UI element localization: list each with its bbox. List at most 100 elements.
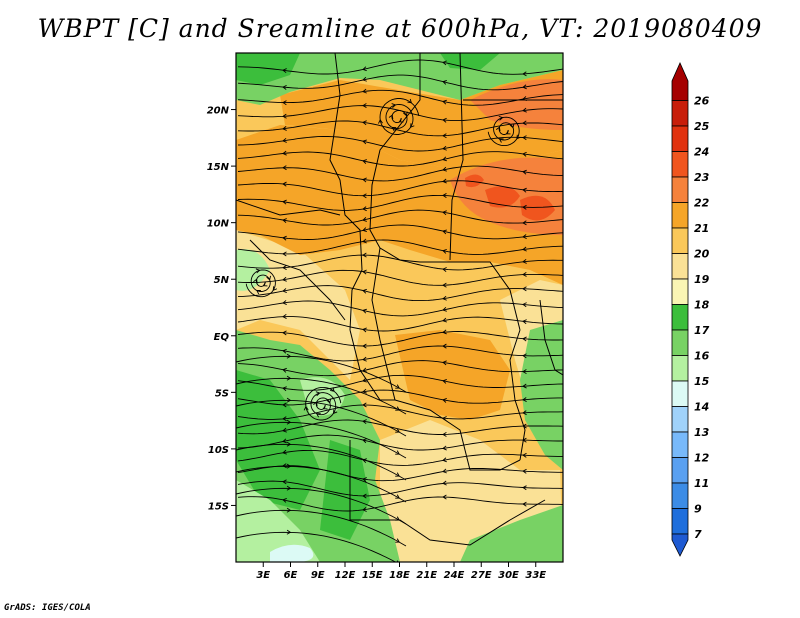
streamline bbox=[236, 443, 407, 481]
streamline-arrow bbox=[442, 145, 447, 151]
streamline bbox=[237, 89, 563, 106]
streamline-arrow bbox=[395, 428, 400, 433]
colorbar-swatch bbox=[671, 227, 689, 254]
streamline-arrow bbox=[442, 117, 447, 123]
streamline-arrow bbox=[442, 178, 447, 184]
wbpt-fill-warm-south bbox=[395, 330, 510, 420]
streamline-arrow bbox=[286, 441, 292, 447]
wbpt-fill-darkgreen-3 bbox=[236, 53, 300, 85]
streamline-arrow bbox=[286, 529, 292, 535]
streamline-arrow bbox=[442, 307, 447, 312]
wbpt-fill-hotter-3 bbox=[465, 174, 484, 188]
colorbar-label: 17 bbox=[694, 324, 710, 337]
streamline-arrow bbox=[282, 126, 287, 131]
streamline-arrow bbox=[282, 276, 287, 282]
lat-tick-label: 15N bbox=[207, 162, 230, 173]
streamline-arrow bbox=[282, 479, 287, 485]
streamline-arrow bbox=[286, 463, 292, 469]
lat-tick-label: 10N bbox=[207, 219, 230, 230]
streamline bbox=[237, 404, 563, 420]
colorbar-swatch bbox=[671, 329, 689, 356]
streamline bbox=[237, 269, 563, 286]
streamline-arrow bbox=[522, 220, 527, 226]
streamline-arrow bbox=[522, 336, 527, 342]
streamline-arrow bbox=[442, 156, 447, 162]
streamline-arrow bbox=[286, 353, 292, 359]
streamline-arrow bbox=[362, 120, 367, 126]
streamline-arrow bbox=[362, 217, 367, 222]
latitude-axis: 20N 15N 10N 5N EQ 5S 10S 15S bbox=[207, 106, 236, 512]
colorbar-label: 23 bbox=[694, 171, 710, 184]
wbpt-fill-green-east bbox=[520, 320, 563, 470]
streamline-arrow bbox=[362, 238, 367, 244]
streamline-arrow bbox=[282, 165, 287, 171]
streamline-arrow bbox=[362, 402, 367, 408]
streamline-arrow bbox=[362, 159, 367, 164]
lon-tick-label: 21E bbox=[416, 570, 437, 581]
streamline-arrow bbox=[326, 398, 332, 404]
streamline-arrow bbox=[442, 99, 447, 105]
streamline-arrow bbox=[391, 126, 397, 132]
lon-tick-label: 9E bbox=[311, 570, 325, 581]
lon-tick-label: 6E bbox=[284, 570, 298, 581]
streamline-arrow bbox=[522, 410, 527, 416]
streamline-arrow bbox=[315, 391, 321, 397]
streamline-arrow bbox=[266, 275, 272, 281]
streamline-arrow bbox=[286, 485, 292, 491]
streamline-arrow bbox=[282, 497, 287, 503]
map-plot-area bbox=[236, 53, 563, 562]
streamline-arrow bbox=[442, 133, 447, 139]
wbpt-fill-hotter-2 bbox=[520, 195, 555, 221]
streamline bbox=[236, 355, 407, 393]
streamline-arrow bbox=[407, 98, 412, 104]
streamline-arrow bbox=[362, 288, 367, 294]
streamline bbox=[236, 531, 397, 562]
streamline-arrow bbox=[522, 286, 527, 292]
chart-title: WBPT [C] and Sreamline at 600hPa, VT: 20… bbox=[37, 14, 763, 43]
streamline-arrow bbox=[388, 114, 394, 120]
streamline-arrow bbox=[362, 438, 367, 444]
streamline bbox=[237, 419, 563, 435]
lon-tick-label: 33E bbox=[525, 570, 546, 581]
streamline-arrow bbox=[442, 229, 447, 235]
streamline-arrow bbox=[522, 485, 527, 491]
streamline-arrow bbox=[442, 343, 447, 349]
streamline-arrow bbox=[395, 538, 400, 543]
streamline-arrow bbox=[362, 308, 367, 314]
streamline-arrow bbox=[522, 319, 527, 325]
wbpt-fill-darkgreen-4 bbox=[440, 53, 500, 70]
colorbar-label: 16 bbox=[694, 350, 710, 363]
streamline-arrow bbox=[522, 302, 527, 308]
streamline-arrow bbox=[442, 480, 447, 486]
streamline-arrow bbox=[362, 419, 367, 425]
streamline-arrow bbox=[282, 386, 287, 392]
streamline-arrow bbox=[522, 120, 527, 126]
streamline-arrow bbox=[286, 397, 292, 403]
streamline-arrow bbox=[256, 290, 261, 295]
streamline-arrow bbox=[522, 135, 527, 141]
streamline bbox=[237, 120, 563, 137]
border-4 bbox=[399, 259, 521, 331]
streamline-arrow bbox=[286, 507, 292, 513]
colorbar-label: 12 bbox=[694, 452, 710, 465]
streamline-arrow bbox=[522, 397, 527, 402]
colorbar-label: 26 bbox=[694, 95, 710, 108]
streamline-arrow bbox=[442, 378, 447, 384]
streamline-arrow bbox=[442, 282, 447, 288]
streamline bbox=[236, 377, 407, 415]
streamline-arrow bbox=[362, 76, 367, 82]
streamline-arrow bbox=[522, 187, 527, 193]
streamline-arrow bbox=[362, 356, 367, 362]
streamline-arrow bbox=[442, 457, 447, 463]
streamline-arrow bbox=[395, 494, 400, 499]
streamline-arrow bbox=[442, 210, 447, 216]
streamline-arrow bbox=[522, 169, 527, 175]
border-8 bbox=[349, 440, 546, 546]
streamline bbox=[237, 151, 563, 167]
streamline-arrow bbox=[362, 177, 367, 183]
streamline-arrow bbox=[522, 468, 527, 474]
streamline-arrow bbox=[286, 375, 292, 381]
streamline bbox=[245, 269, 276, 298]
streamline-arrow bbox=[282, 288, 287, 293]
streamline-arrow bbox=[362, 66, 367, 72]
